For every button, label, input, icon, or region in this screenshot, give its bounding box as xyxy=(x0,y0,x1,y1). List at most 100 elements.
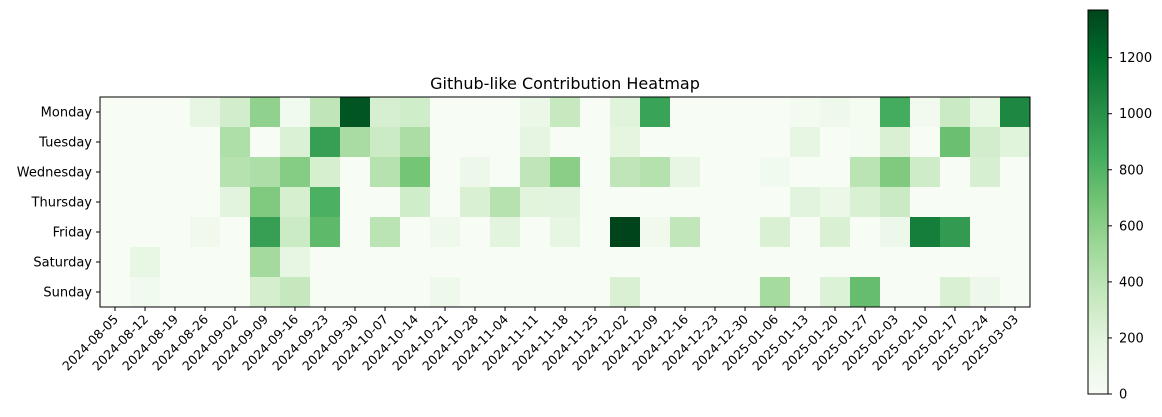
heatmap-cell xyxy=(310,97,341,128)
heatmap-cell xyxy=(1000,217,1031,248)
y-tick-label: Friday xyxy=(53,226,93,241)
heatmap-cell xyxy=(250,157,281,188)
heatmap-cell xyxy=(370,187,401,218)
heatmap-cell xyxy=(790,277,821,308)
heatmap-cell xyxy=(790,127,821,158)
heatmap-cell xyxy=(670,187,701,218)
y-tick-label: Sunday xyxy=(43,286,92,301)
heatmap-cell xyxy=(760,217,791,248)
colorbar-tick-label: 0 xyxy=(1119,388,1127,403)
heatmap-cell xyxy=(550,277,581,308)
heatmap-cell xyxy=(940,277,971,308)
heatmap-cell xyxy=(1000,277,1031,308)
heatmap-cell xyxy=(490,247,521,278)
heatmap-cell xyxy=(490,187,521,218)
heatmap-cell xyxy=(820,157,851,188)
heatmap-cell xyxy=(730,217,761,248)
heatmap-cell xyxy=(730,277,761,308)
heatmap-cell xyxy=(100,277,131,308)
y-tick-label: Monday xyxy=(41,106,93,121)
heatmap-cell xyxy=(250,277,281,308)
heatmap-cell xyxy=(700,247,731,278)
heatmap-cell xyxy=(970,157,1001,188)
heatmap-cell xyxy=(430,127,461,158)
heatmap-cell xyxy=(520,217,551,248)
heatmap-cells xyxy=(100,97,1031,308)
heatmap-cell xyxy=(400,157,431,188)
heatmap-cell xyxy=(400,97,431,128)
x-axis: 2024-08-052024-08-122024-08-192024-08-26… xyxy=(59,307,1021,373)
heatmap-cell xyxy=(640,127,671,158)
heatmap-cell xyxy=(430,157,461,188)
heatmap-cell xyxy=(460,187,491,218)
chart-title: Github-like Contribution Heatmap xyxy=(430,74,700,93)
heatmap-cell xyxy=(820,97,851,128)
heatmap-cell xyxy=(820,127,851,158)
heatmap-cell xyxy=(280,217,311,248)
heatmap-cell xyxy=(640,277,671,308)
heatmap-cell xyxy=(310,277,341,308)
heatmap-cell xyxy=(760,277,791,308)
colorbar-tick-label: 800 xyxy=(1119,163,1144,178)
heatmap-cell xyxy=(430,97,461,128)
heatmap-cell xyxy=(100,157,131,188)
heatmap-cell xyxy=(100,97,131,128)
heatmap-cell xyxy=(340,247,371,278)
heatmap-cell xyxy=(550,247,581,278)
heatmap-cell xyxy=(160,217,191,248)
heatmap-cell xyxy=(190,97,221,128)
heatmap-cell xyxy=(700,187,731,218)
heatmap-cell xyxy=(130,187,161,218)
heatmap-cell xyxy=(340,127,371,158)
heatmap-cell xyxy=(700,127,731,158)
heatmap-cell xyxy=(640,247,671,278)
y-tick-label: Tuesday xyxy=(38,136,92,151)
heatmap-cell xyxy=(670,217,701,248)
heatmap-cell xyxy=(670,247,701,278)
heatmap-cell xyxy=(910,217,941,248)
heatmap-cell xyxy=(610,247,641,278)
heatmap-cell xyxy=(370,217,401,248)
heatmap-cell xyxy=(430,217,461,248)
heatmap-cell xyxy=(730,247,761,278)
heatmap-cell xyxy=(760,157,791,188)
heatmap-cell xyxy=(520,127,551,158)
heatmap-cell xyxy=(310,187,341,218)
heatmap-cell xyxy=(730,97,761,128)
heatmap-cell xyxy=(580,157,611,188)
heatmap-cell xyxy=(910,277,941,308)
heatmap-cell xyxy=(700,217,731,248)
heatmap-cell xyxy=(130,217,161,248)
heatmap-cell xyxy=(280,127,311,158)
heatmap-cell xyxy=(820,187,851,218)
heatmap-cell xyxy=(580,217,611,248)
heatmap-cell xyxy=(400,127,431,158)
heatmap-cell xyxy=(250,97,281,128)
heatmap-cell xyxy=(940,187,971,218)
heatmap-cell xyxy=(310,127,341,158)
y-tick-label: Thursday xyxy=(31,196,93,211)
heatmap-cell xyxy=(220,97,251,128)
heatmap-cell xyxy=(400,217,431,248)
heatmap-cell xyxy=(910,247,941,278)
heatmap-cell xyxy=(370,277,401,308)
heatmap-cell xyxy=(880,277,911,308)
heatmap-cell xyxy=(820,247,851,278)
heatmap-cell xyxy=(550,187,581,218)
heatmap-cell xyxy=(220,187,251,218)
heatmap-cell xyxy=(340,187,371,218)
heatmap-cell xyxy=(460,127,491,158)
heatmap-cell xyxy=(910,97,941,128)
heatmap-cell xyxy=(250,217,281,248)
heatmap-cell xyxy=(670,157,701,188)
heatmap-cell xyxy=(1000,127,1031,158)
heatmap-cell xyxy=(850,187,881,218)
heatmap-cell xyxy=(310,157,341,188)
heatmap-cell xyxy=(640,217,671,248)
heatmap-cell xyxy=(340,157,371,188)
heatmap-cell xyxy=(1000,247,1031,278)
heatmap-cell xyxy=(520,157,551,188)
heatmap-cell xyxy=(280,97,311,128)
heatmap-cell xyxy=(490,97,521,128)
heatmap-cell xyxy=(940,217,971,248)
